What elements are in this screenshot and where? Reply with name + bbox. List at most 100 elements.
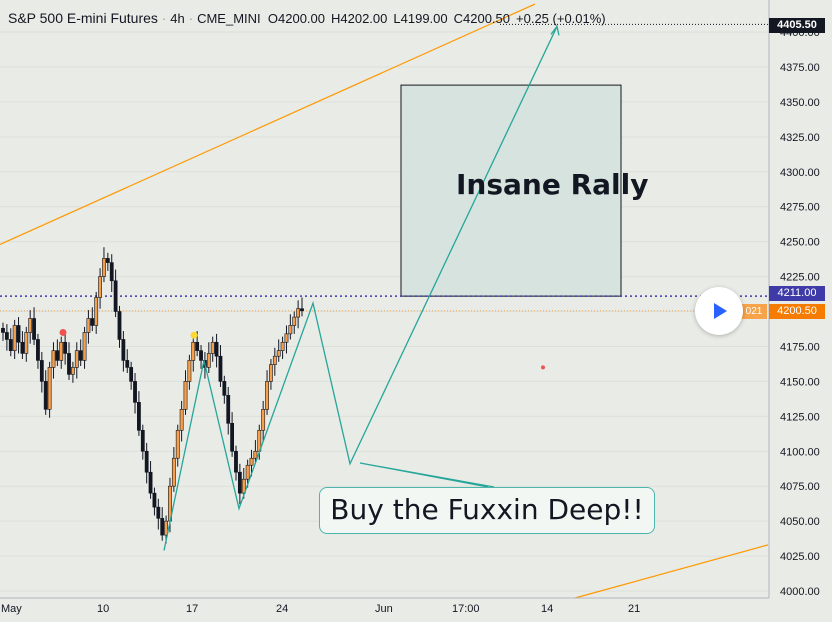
candle-body xyxy=(241,478,246,494)
price-tick-label: 4375.00 xyxy=(780,62,820,74)
candle-body xyxy=(90,318,95,326)
candle-body xyxy=(39,360,44,382)
projection-path[interactable] xyxy=(163,24,560,551)
candle-body xyxy=(245,464,250,480)
time-tick-label: 24 xyxy=(276,603,288,615)
candle-body xyxy=(230,422,235,452)
last-price-tag: 4200.50 xyxy=(769,304,825,319)
callout-text: Buy the Fuxxin Deep!! xyxy=(330,493,644,526)
candle-body xyxy=(8,339,13,351)
candle-body xyxy=(74,350,79,368)
candle-body xyxy=(117,311,122,340)
marker-dot xyxy=(541,365,545,370)
candle-body xyxy=(102,258,106,277)
candle-body xyxy=(78,350,83,361)
candle-body xyxy=(164,520,168,536)
change-value: +0.25 (+0.01%) xyxy=(516,11,606,26)
time-tick-label: 17 xyxy=(186,603,198,615)
marker-dot xyxy=(190,331,198,339)
price-tick-label: 4125.00 xyxy=(780,411,820,423)
symbol-name[interactable]: S&P 500 E-mini Futures xyxy=(8,10,158,26)
lower-channel-line[interactable] xyxy=(574,544,769,599)
markers xyxy=(59,328,545,370)
candle-body xyxy=(133,381,137,403)
open-value: 4200.00 xyxy=(278,11,325,26)
projection-polyline[interactable] xyxy=(163,26,558,551)
rally-box[interactable] xyxy=(400,84,622,297)
candle-body xyxy=(32,318,36,340)
candle-body xyxy=(253,450,258,459)
interval[interactable]: 4h xyxy=(170,11,185,26)
candle-body xyxy=(292,316,297,326)
candle-body xyxy=(113,280,118,312)
blue-level-tag: 4211.00 xyxy=(769,286,825,301)
candle-body xyxy=(94,297,99,326)
candle-body xyxy=(129,367,134,382)
candle-body xyxy=(98,276,102,298)
price-tick-label: 4325.00 xyxy=(780,132,820,144)
symbol-header: S&P 500 E-mini Futures · 4h · CME_MINI O4200… xyxy=(8,10,606,26)
candle-body xyxy=(43,381,48,410)
candle-body xyxy=(144,450,149,473)
candle-body xyxy=(284,333,289,343)
candle-body xyxy=(265,381,269,410)
candle-body xyxy=(82,332,87,361)
marker-dot xyxy=(59,328,67,336)
candle-body xyxy=(261,409,266,431)
candle-body xyxy=(199,350,203,361)
candle-body xyxy=(20,341,25,354)
candle-body xyxy=(121,339,126,361)
candle-body xyxy=(226,395,231,424)
rally-label[interactable]: Insane Rally xyxy=(456,168,649,201)
callout-box[interactable]: Buy the Fuxxin Deep!! xyxy=(319,487,655,534)
candle-body xyxy=(272,355,277,365)
candle-body xyxy=(175,429,180,459)
candle-body xyxy=(187,360,192,382)
candle-body xyxy=(195,341,200,351)
price-tick-label: 4050.00 xyxy=(780,516,820,528)
candle-body xyxy=(105,258,110,263)
time-tick-label: 17:00 xyxy=(452,603,480,615)
top-price-tag: 4405.50 xyxy=(769,18,825,33)
candle-body xyxy=(51,350,56,368)
callout-connector xyxy=(359,462,495,488)
candle-body xyxy=(288,325,293,335)
candles xyxy=(1,247,304,544)
candle-body xyxy=(36,339,40,361)
candle-body xyxy=(109,262,114,282)
candle-body xyxy=(4,332,9,340)
candle-body xyxy=(218,355,223,382)
countdown-tag: 021 xyxy=(741,304,767,319)
open-key: O xyxy=(267,11,278,26)
price-tick-label: 4075.00 xyxy=(780,481,820,493)
candle-body xyxy=(16,325,21,343)
price-tick-label: 4300.00 xyxy=(780,167,820,179)
time-axis[interactable]: May 10 17 24 Jun 17:00 14 21 xyxy=(0,597,769,615)
price-tick-label: 4025.00 xyxy=(780,551,820,563)
high-key: H xyxy=(331,11,341,26)
candle-body xyxy=(210,341,215,354)
candle-body xyxy=(86,318,91,333)
close-value: 4200.50 xyxy=(463,11,511,26)
price-tick-label: 4150.00 xyxy=(780,376,820,388)
trend-channels xyxy=(0,3,769,599)
time-tick-label: 10 xyxy=(97,603,109,615)
projection-arrowhead xyxy=(550,24,560,36)
candle-body xyxy=(276,350,281,357)
candle-body xyxy=(125,360,130,368)
candle-body xyxy=(156,506,161,519)
price-tick-label: 4275.00 xyxy=(780,202,820,214)
price-tick-label: 4100.00 xyxy=(780,446,820,458)
price-tick-label: 4250.00 xyxy=(780,237,820,249)
low-value: 4199.00 xyxy=(400,11,448,26)
upper-channel-line[interactable] xyxy=(0,3,536,245)
candle-body xyxy=(63,341,68,354)
price-tick-label: 4000.00 xyxy=(780,586,820,598)
candle-body xyxy=(12,325,17,351)
candle-body xyxy=(222,381,227,396)
candle-body xyxy=(191,341,196,361)
replay-button[interactable] xyxy=(695,287,743,335)
candle-body xyxy=(249,457,254,466)
candle-body xyxy=(171,457,176,487)
